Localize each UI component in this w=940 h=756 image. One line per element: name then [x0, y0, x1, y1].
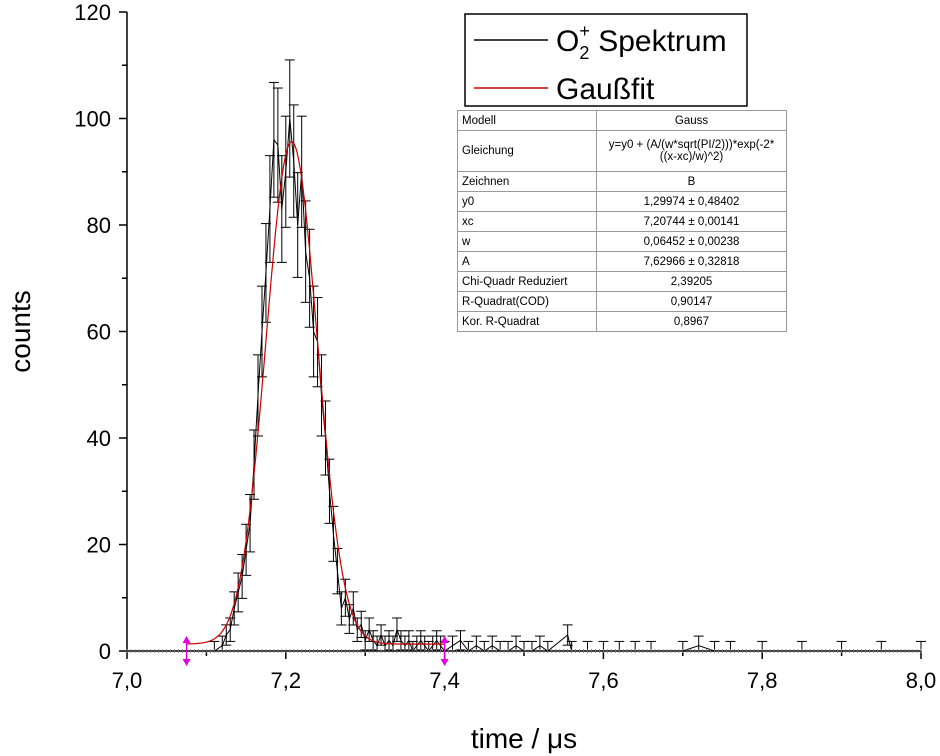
y-tick-label: 20	[87, 533, 111, 558]
x-tick-label: 7,4	[429, 668, 460, 693]
fit-table-row: R-Quadrat(COD) 0,90147	[457, 291, 787, 312]
fit-table-label: xc	[457, 211, 597, 232]
fit-table-value: 1,29974 ± 0,48402	[596, 191, 787, 212]
fit-table-label: Chi-Quadr Reduziert	[457, 271, 597, 292]
series-line-gaussfit	[186, 141, 445, 645]
legend-box	[464, 13, 748, 107]
fit-table-row: Modell Gauss	[457, 110, 787, 131]
fit-table-value: 7,62966 ± 0,32818	[596, 251, 787, 272]
legend-label-spektrum: O2+ Spektrum	[556, 21, 727, 63]
fit-parameter-table: Modell Gauss Gleichung y=y0 + (A/(w*sqrt(PI…	[457, 110, 787, 332]
fit-table-row: Kor. R-Quadrat 0,8967	[457, 311, 787, 332]
fit-table-row: xc 7,20744 ± 0,00141	[457, 211, 787, 232]
fit-table-row: Zeichnen B	[457, 171, 787, 192]
data-point-errorbar	[471, 635, 482, 652]
fit-table-value: B	[596, 171, 787, 192]
y-tick-label: 80	[87, 213, 111, 238]
fit-range-arrow-up	[182, 636, 191, 643]
fit-table-label: y0	[457, 191, 597, 212]
fit-table-value: 0,8967	[596, 311, 787, 332]
data-point-errorbar	[296, 115, 307, 228]
fit-range-marker	[440, 636, 449, 666]
fit-table-value: 0,06452 ± 0,00238	[596, 231, 787, 252]
legend-label-gaussfit: Gaußfit	[556, 73, 655, 106]
x-tick-label: 7,8	[747, 668, 778, 693]
fit-table-label: R-Quadrat(COD)	[457, 291, 597, 312]
x-tick-label: 7,6	[588, 668, 619, 693]
fit-table-value: Gauss	[596, 110, 787, 131]
x-tick-label: 7,2	[271, 668, 302, 693]
fit-table-value: 7,20744 ± 0,00141	[596, 211, 787, 232]
fit-range-arrow-up	[440, 636, 449, 643]
chart-marks	[126, 59, 926, 666]
legend: O2+ Spektrum Gaußfit	[464, 13, 748, 107]
fit-table-row: Chi-Quadr Reduziert 2,39205	[457, 271, 787, 292]
x-tick-label: 8,0	[906, 668, 937, 693]
data-point-errorbar	[511, 635, 522, 652]
data-point-errorbar	[693, 635, 704, 652]
x-axis-title: time / μs	[471, 723, 577, 754]
fit-table-row: w 0,06452 ± 0,00238	[457, 231, 787, 252]
fit-range-arrow-down	[182, 659, 191, 666]
y-tick-label: 60	[87, 320, 111, 345]
axes: 7,0 7,2 7,4 7,6 7,8 8,0 0 20 40 60 80 100 120 time / …	[5, 0, 936, 754]
fit-table-label: w	[457, 231, 597, 252]
data-point-errorbar	[534, 635, 545, 652]
x-tick-label: 7,0	[112, 668, 143, 693]
y-tick-label: 40	[87, 426, 111, 451]
fit-table-value: 2,39205	[596, 271, 787, 292]
y-axis-title: counts	[5, 290, 36, 373]
fit-table-row: A 7,62966 ± 0,32818	[457, 251, 787, 272]
fit-table-value: y=y0 + (A/(w*sqrt(PI/2)))*exp(-2*((x-xc)…	[596, 130, 787, 172]
fit-table-label: Kor. R-Quadrat	[457, 311, 597, 332]
fit-table-row: y0 1,29974 ± 0,48402	[457, 191, 787, 212]
fit-table-label: Gleichung	[457, 130, 597, 172]
fit-range-arrow-down	[440, 659, 449, 666]
series-line-spektrum	[214, 118, 921, 653]
fit-table-value: 0,90147	[596, 291, 787, 312]
fit-table-label: Modell	[457, 110, 597, 131]
fit-table-row: Gleichung y=y0 + (A/(w*sqrt(PI/2)))*exp(-…	[457, 130, 787, 172]
y-tick-label: 100	[74, 107, 111, 132]
fit-table-label: Zeichnen	[457, 171, 597, 192]
y-tick-label: 0	[99, 639, 111, 664]
fit-table-label: A	[457, 251, 597, 272]
data-point-errorbar	[487, 635, 498, 652]
fit-range-marker	[182, 636, 191, 666]
y-tick-label: 120	[74, 0, 111, 25]
